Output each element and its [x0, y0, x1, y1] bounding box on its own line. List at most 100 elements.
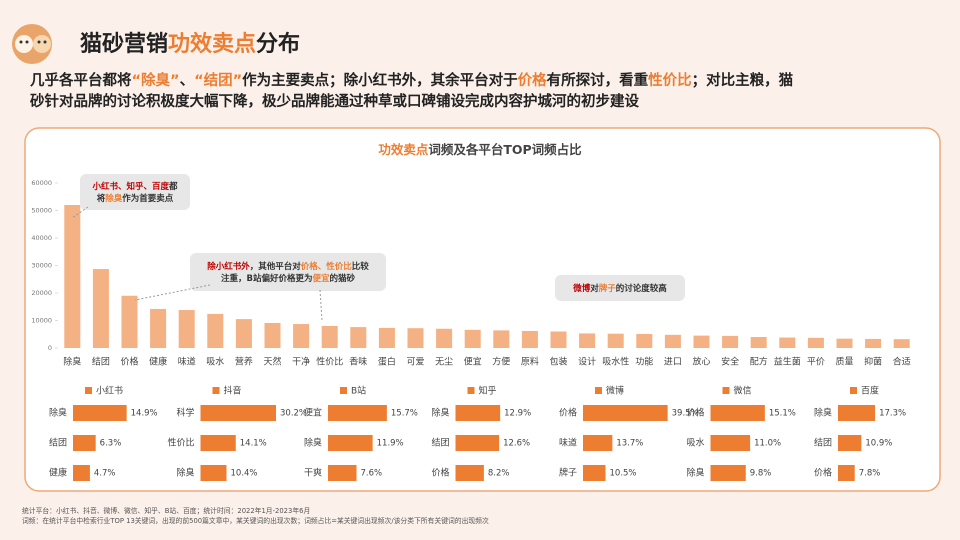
- panel-name: 知乎: [479, 385, 497, 397]
- x-tick-label: 健康: [149, 356, 167, 368]
- panel-category: 牌子: [559, 467, 577, 479]
- panel-name: B站: [351, 385, 366, 397]
- bar: [121, 295, 138, 348]
- panel-value-label: 13.7%: [616, 439, 643, 449]
- annotation-text: 除小红书外，其他平台对价格、性价比比较: [207, 261, 369, 272]
- x-tick-label: 可爱: [406, 357, 424, 368]
- panel-value-label: 7.6%: [361, 469, 383, 479]
- x-tick-label: 干净: [292, 356, 310, 368]
- panel-value-label: 4.7%: [94, 469, 116, 479]
- panel-bar: [710, 465, 746, 481]
- panel-marker: [85, 387, 92, 394]
- panel-value-label: 14.1%: [240, 439, 267, 449]
- panel-bar: [328, 465, 357, 481]
- x-tick-label: 营养: [235, 356, 253, 368]
- panel-category: 除臭: [49, 407, 67, 419]
- panel-value-label: 8.2%: [488, 469, 510, 479]
- bar: [722, 335, 739, 348]
- x-tick-label: 价格: [120, 356, 138, 368]
- panel-name: 抖音: [224, 385, 242, 397]
- text-segment: 小红书、知乎、百度: [91, 181, 169, 192]
- panel-category: 性价比: [167, 437, 194, 449]
- annotation-arrow: [319, 289, 323, 321]
- chart-title: 功效卖点词频及各平台TOP词频占比: [378, 142, 582, 157]
- annotation-text: 微博对牌子的讨论度较高: [572, 283, 667, 294]
- text-segment: ，其他平台对: [250, 261, 302, 272]
- panel-bar: [73, 435, 96, 451]
- x-tick-label: 安全: [721, 356, 739, 368]
- x-tick-label: 结团: [92, 356, 110, 368]
- bar: [579, 333, 596, 348]
- panel-bar: [710, 435, 751, 451]
- x-tick-label: 除臭: [63, 356, 81, 368]
- panel-bar: [328, 435, 373, 451]
- text-segment: 便宜: [312, 273, 330, 284]
- text-segment: 除臭: [105, 193, 123, 204]
- panel-name: 百度: [861, 385, 879, 397]
- panel-bar: [73, 405, 127, 421]
- bar: [464, 329, 481, 348]
- panel-category: 除臭: [176, 467, 194, 479]
- panel-bar: [838, 465, 855, 481]
- text-segment: 有所探讨，看重: [547, 71, 649, 89]
- x-tick-label: 方便: [492, 356, 510, 368]
- annotation-box: [80, 174, 190, 210]
- text-segment: 注重，B站偏好价格更为: [221, 273, 312, 284]
- x-tick-label: 设计: [578, 356, 596, 368]
- x-tick-label: 香味: [349, 356, 367, 368]
- bar: [664, 334, 681, 348]
- y-tick-label: 20000: [31, 289, 52, 297]
- page-title: 猫砂营销功效卖点分布: [80, 31, 300, 57]
- bar: [293, 324, 310, 348]
- chart-panel: [24, 127, 941, 492]
- y-tick-label: 60000: [31, 179, 52, 187]
- panel-value-label: 14.9%: [131, 409, 158, 419]
- x-tick-label: 放心: [692, 356, 710, 368]
- bar: [207, 313, 224, 348]
- x-tick-label: 质量: [835, 356, 853, 368]
- text-segment: 作为首要卖点: [122, 193, 174, 204]
- x-tick-label: 进口: [664, 357, 682, 368]
- x-tick-label: 蛋白: [378, 356, 396, 368]
- panel-bar: [200, 405, 276, 421]
- annotation-arrow: [134, 284, 211, 301]
- annotation-text: 将除臭作为首要卖点: [97, 193, 174, 204]
- text-segment: 功效卖点: [378, 142, 429, 157]
- text-segment: 微博: [572, 283, 591, 294]
- panel-value-label: 39.5%: [672, 409, 699, 419]
- panel-value-label: 15.1%: [769, 409, 796, 419]
- annotation-arrow: [71, 206, 89, 219]
- panel-marker: [340, 387, 347, 394]
- panel-category: 结团: [431, 437, 449, 449]
- bar: [607, 333, 624, 348]
- bar: [893, 339, 910, 348]
- panel-value-label: 17.3%: [879, 409, 906, 419]
- bar: [693, 335, 710, 348]
- y-tick-label: 40000: [31, 234, 52, 242]
- panel-marker: [595, 387, 602, 394]
- panel-bar: [200, 465, 227, 481]
- panel-category: 吸水: [686, 437, 704, 449]
- panel-name: 小红书: [96, 385, 123, 397]
- panel-marker: [212, 387, 220, 394]
- panel-value-label: 30.2%: [280, 409, 307, 419]
- panel-value-label: 12.9%: [504, 409, 531, 419]
- panel-category: 便宜: [304, 407, 322, 419]
- bar: [178, 310, 195, 348]
- text-segment: 性价比: [648, 71, 692, 89]
- panel-name: 微信: [734, 385, 752, 397]
- panel-category: 结团: [814, 437, 832, 449]
- panel-marker: [467, 387, 475, 394]
- bar: [150, 308, 167, 348]
- panel-bar: [200, 435, 236, 451]
- bar: [264, 322, 281, 348]
- panel-category: 价格: [814, 467, 832, 479]
- bar: [750, 337, 767, 348]
- x-tick-label: 配方: [750, 356, 768, 368]
- panel-value-label: 7.8%: [859, 469, 881, 479]
- panel-value-label: 11.0%: [754, 439, 781, 449]
- text-segment: 分布: [256, 31, 300, 57]
- x-tick-label: 吸水: [206, 356, 224, 368]
- panel-bar: [583, 435, 613, 451]
